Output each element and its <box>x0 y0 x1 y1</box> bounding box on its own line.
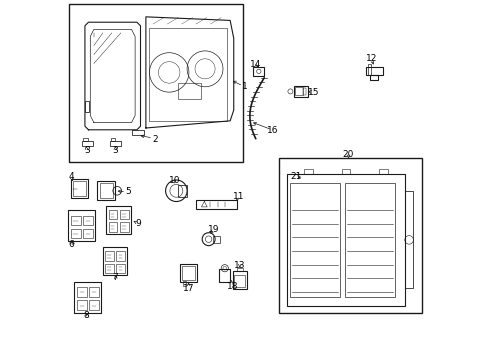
Text: 17: 17 <box>183 284 194 293</box>
Bar <box>111 138 115 141</box>
Bar <box>120 210 128 220</box>
Bar <box>108 222 117 231</box>
Bar <box>83 229 93 238</box>
Text: 15: 15 <box>307 87 319 96</box>
Bar <box>116 264 125 273</box>
Bar <box>77 287 86 297</box>
Bar <box>77 301 86 310</box>
Bar <box>97 181 115 200</box>
Bar <box>304 168 312 174</box>
Text: 6: 6 <box>69 240 74 249</box>
Bar <box>89 287 99 297</box>
Bar <box>110 141 121 146</box>
Bar <box>366 67 382 75</box>
Bar <box>74 282 101 313</box>
Bar <box>219 269 230 282</box>
Bar <box>69 4 242 162</box>
Bar <box>341 168 349 174</box>
Text: 4: 4 <box>69 172 74 181</box>
Bar <box>108 210 117 220</box>
Bar <box>89 301 99 310</box>
Bar <box>295 87 302 95</box>
Bar <box>116 251 125 261</box>
Bar <box>303 88 305 95</box>
Bar <box>73 181 85 196</box>
Bar <box>278 158 421 313</box>
Bar <box>105 251 113 261</box>
Bar <box>196 200 237 209</box>
Text: 9: 9 <box>136 219 142 228</box>
Bar <box>345 183 394 297</box>
Bar <box>70 216 81 225</box>
Text: 12: 12 <box>366 54 377 63</box>
Bar <box>293 86 307 97</box>
Bar <box>120 222 128 231</box>
Bar <box>105 264 113 273</box>
Bar <box>82 141 93 146</box>
Bar <box>85 101 89 112</box>
Bar <box>68 211 95 241</box>
Text: 3: 3 <box>112 147 118 156</box>
Bar <box>182 266 195 280</box>
Text: 8: 8 <box>83 311 89 320</box>
Bar <box>290 183 340 297</box>
Bar <box>70 229 81 238</box>
Bar <box>183 282 186 286</box>
Text: 13: 13 <box>234 261 245 270</box>
Bar <box>178 185 187 197</box>
Bar <box>234 275 244 287</box>
Bar <box>178 83 201 99</box>
Bar <box>100 183 112 198</box>
Bar <box>379 168 387 174</box>
Bar <box>102 247 127 275</box>
Bar <box>253 67 264 76</box>
Text: 14: 14 <box>249 60 261 69</box>
Text: 1: 1 <box>241 82 247 91</box>
Bar <box>236 268 243 271</box>
Bar <box>180 264 197 282</box>
Bar <box>369 75 377 80</box>
Bar <box>213 235 220 243</box>
Bar <box>405 192 412 288</box>
Bar <box>131 130 144 135</box>
Text: 16: 16 <box>267 126 278 135</box>
Text: 20: 20 <box>342 150 353 159</box>
Bar <box>233 271 246 289</box>
Text: 7: 7 <box>112 273 118 282</box>
Bar <box>70 179 88 198</box>
Text: 11: 11 <box>232 192 244 201</box>
Bar <box>83 138 88 141</box>
Bar <box>286 174 405 306</box>
Text: 2: 2 <box>152 135 157 144</box>
Text: 21: 21 <box>290 172 302 181</box>
Bar <box>149 28 226 121</box>
Bar <box>367 64 370 75</box>
Bar <box>83 216 93 225</box>
Text: 19: 19 <box>208 225 219 234</box>
Text: 18: 18 <box>227 282 238 291</box>
Text: 3: 3 <box>83 147 89 156</box>
Text: 5: 5 <box>125 187 131 196</box>
Text: 10: 10 <box>168 176 180 185</box>
Bar <box>106 206 131 234</box>
